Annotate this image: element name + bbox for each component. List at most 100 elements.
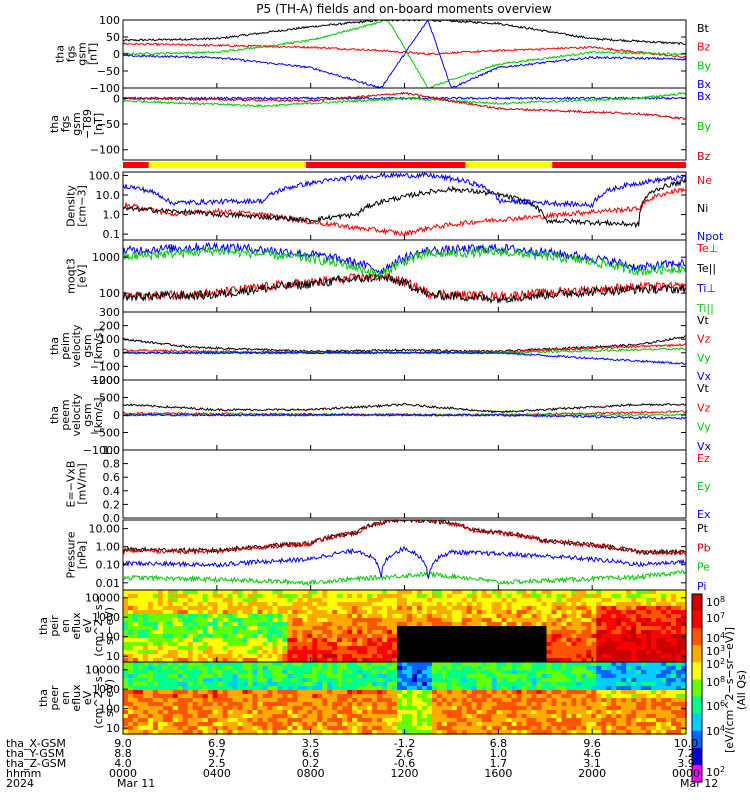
spectrogram-cell [392, 702, 398, 707]
spectrogram-cell [426, 622, 433, 627]
spectrogram-cell [402, 702, 408, 707]
spectrogram-cell [317, 722, 323, 727]
spectrogram-cell [521, 654, 528, 659]
spectrogram-cell [197, 662, 204, 667]
spectrogram-cell [217, 714, 224, 719]
y-axis-label: eflux [70, 684, 83, 712]
spectrogram-cell [656, 674, 662, 679]
spectrogram-cell [431, 718, 438, 723]
spectrogram-cell [616, 626, 622, 631]
spectrogram-cell [152, 610, 159, 615]
spectrogram-cell [372, 590, 378, 595]
spectrogram-cell [571, 658, 577, 663]
spectrogram-cell [132, 618, 139, 623]
spectrogram-cell [601, 642, 607, 647]
spectrogram-cell [596, 678, 602, 683]
spectrogram-cell [187, 590, 194, 595]
spectrogram-cell [172, 682, 179, 687]
spectrogram-cell [282, 718, 289, 723]
y-tick-label: 100 [99, 333, 120, 346]
spectrogram-cell [282, 646, 289, 651]
spectrogram-cell [431, 706, 438, 711]
spectrogram-cell [551, 602, 558, 607]
spectrogram-cell [267, 650, 274, 655]
spectrogram-cell [596, 698, 602, 703]
spectrogram-cell [581, 618, 587, 623]
spectrogram-cell [586, 614, 592, 619]
spectrogram-cell [277, 694, 284, 699]
spectrogram-cell [132, 722, 139, 727]
spectrogram-cell [456, 674, 463, 679]
spectrogram-cell [491, 598, 498, 603]
spectrogram-cell [446, 678, 453, 683]
spectrogram-cell [372, 646, 378, 651]
spectrogram-cell [382, 678, 388, 683]
spectrogram-cell [242, 710, 249, 715]
spectrogram-cell [606, 650, 612, 655]
spectrogram-cell [182, 646, 189, 651]
spectrogram-cell [347, 638, 353, 643]
spectrogram-cell [377, 698, 383, 703]
spectrogram-cell [436, 646, 443, 651]
spectrogram-cell [297, 730, 303, 735]
spectrogram-cell [402, 646, 408, 651]
spectrogram-cell [207, 614, 214, 619]
spectrogram-cell [426, 694, 433, 699]
spectrogram-cell [372, 602, 378, 607]
spectrogram-cell [292, 690, 298, 695]
spectrogram-cell [416, 694, 423, 699]
spectrogram-cell [486, 610, 493, 615]
spectrogram-cell [177, 710, 184, 715]
spectrogram-cell [382, 658, 388, 663]
spectrogram-cell [377, 726, 383, 731]
spectrogram-cell [257, 686, 264, 691]
spectrogram-cell [127, 594, 134, 599]
spectrogram-cell [641, 714, 647, 719]
spectrogram-cell [187, 726, 194, 731]
spectrogram-cell [426, 714, 433, 719]
spectrogram-cell [511, 666, 518, 671]
spectrogram-cell [192, 646, 199, 651]
spectrogram-cell [142, 650, 149, 655]
spectrogram-cell [646, 718, 652, 723]
spectrogram-cell [616, 690, 622, 695]
spectrogram-cell [292, 666, 298, 671]
legend-entry: Ti⊥ [696, 282, 716, 295]
spectrogram-cell [516, 722, 523, 727]
spectrogram-cell [506, 730, 513, 735]
y-axis-label: en [59, 619, 72, 633]
spectrogram-cell [656, 666, 662, 671]
spectrogram-cell [137, 682, 144, 687]
spectrogram-cell [551, 710, 558, 715]
spectrogram-cell [387, 690, 393, 695]
spectrogram-cell [127, 630, 134, 635]
spectrogram-cell [257, 622, 264, 627]
spectrogram-cell [536, 722, 543, 727]
spectrogram-cell [561, 590, 568, 595]
spectrogram-cell [302, 702, 308, 707]
spectrogram-cell [212, 718, 219, 723]
spectrogram-cell [566, 646, 573, 651]
spectrogram-cell [556, 686, 563, 691]
spectrogram-cell [222, 618, 229, 623]
spectrogram-cell [352, 602, 358, 607]
colorbar: 108107104103102108106104102[eV/(cm^2−s−s… [691, 593, 748, 783]
spectrogram-cell [177, 662, 184, 667]
spectrogram-cell [157, 674, 164, 679]
spectrogram-cell [232, 630, 239, 635]
spectrogram-cell [561, 702, 568, 707]
spectrogram-cell [147, 710, 154, 715]
spectrogram-cell [337, 646, 343, 651]
spectrogram-cell [566, 726, 573, 731]
spectrogram-cell [402, 630, 408, 635]
spectrogram-cell [431, 694, 438, 699]
spectrogram-cell [277, 726, 284, 731]
spectrogram-cell [132, 666, 139, 671]
spectrogram-cell [626, 658, 632, 663]
spectrogram-cell [521, 678, 528, 683]
spectrogram-cell [546, 602, 553, 607]
spectrogram-cell [606, 698, 612, 703]
spectrogram-cell [576, 634, 582, 639]
spectrogram-cell [496, 642, 503, 647]
spectrogram-cell [516, 606, 523, 611]
